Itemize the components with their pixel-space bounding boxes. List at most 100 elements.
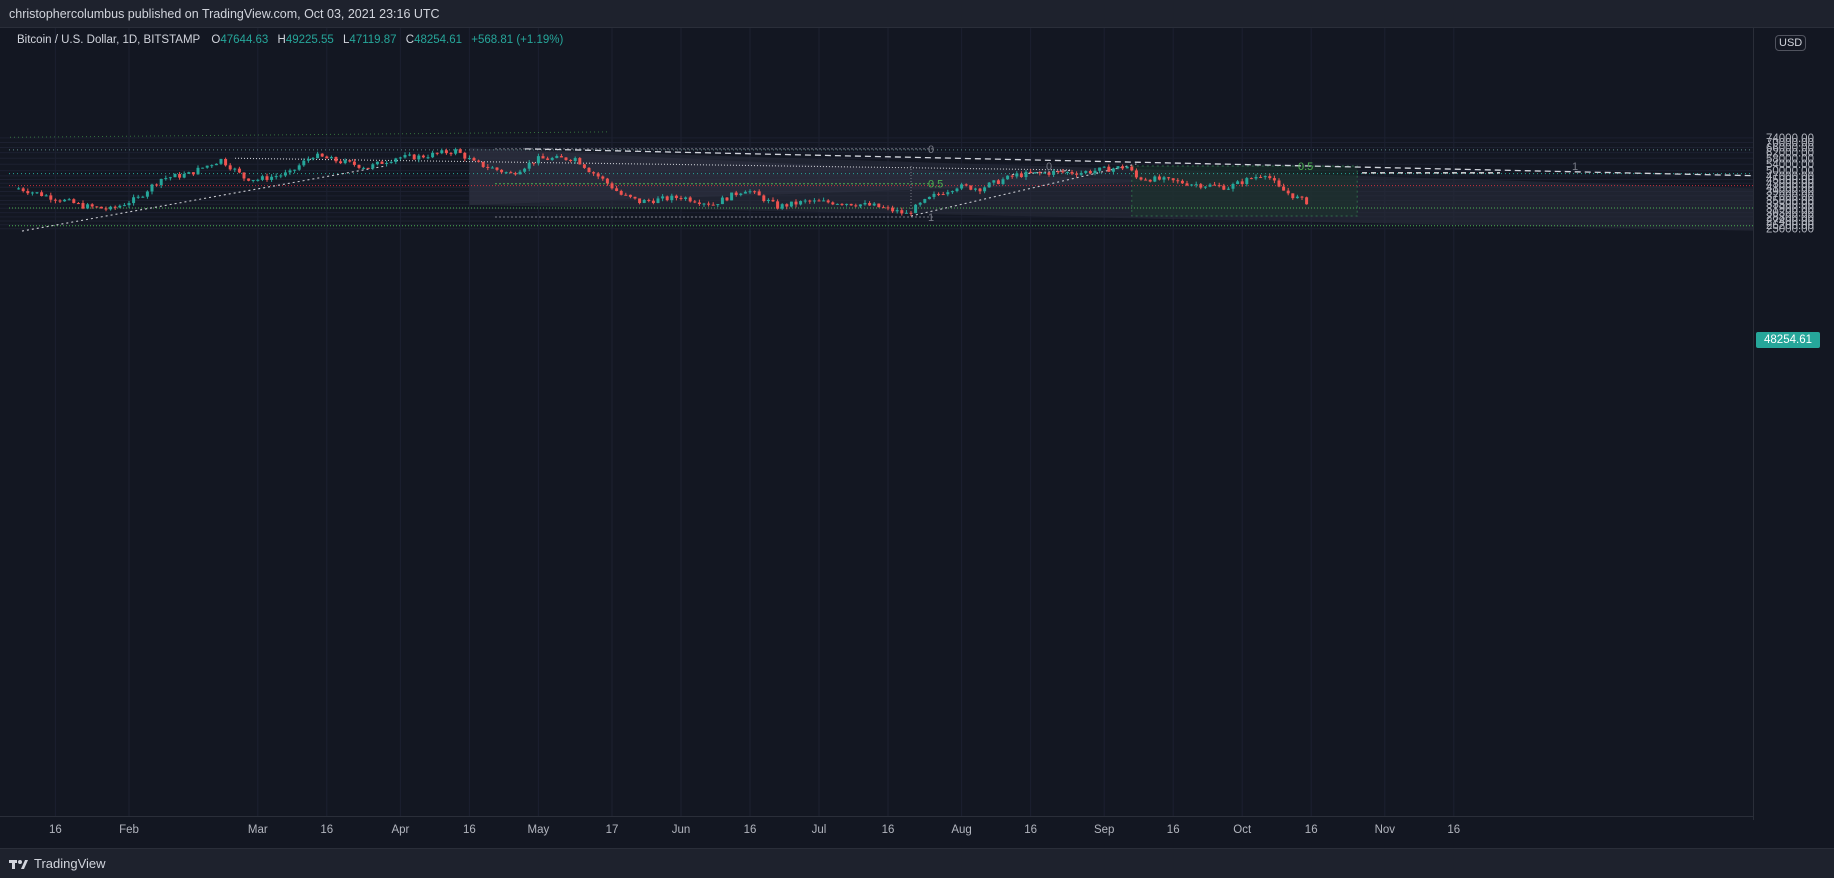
candle-body [1236,181,1240,185]
candle-body [352,161,356,165]
candle-body [1231,184,1235,189]
candle-body [256,179,260,181]
candle-body [532,162,536,164]
candle-body [1167,177,1171,179]
candle-body [1038,172,1042,174]
price-tick-label: 30300.00 [1766,208,1814,220]
candle-body [1111,168,1115,172]
candle-body [63,199,67,202]
candle-body [311,158,315,160]
time-axis[interactable] [0,816,1753,849]
candle-body [67,199,71,201]
candle-body [1194,184,1198,186]
price-chart-svg[interactable]: 0 0.5 1 0 0.5 1 74000.0070000.0066000.0062000.… [0,0,1834,848]
price-tick-label: 66000.00 [1766,142,1814,154]
fib-label-box-1: 1 [1572,161,1578,173]
candle-body [1125,166,1129,169]
candle-body [858,204,862,207]
price-tick-label: 25000.00 [1766,224,1814,236]
candle-body [661,196,665,199]
candle-body [941,194,945,196]
time-tick-label: Sep [1094,824,1114,836]
candle-body [1263,176,1267,178]
candle-body [1153,176,1157,182]
candle-body [1024,171,1028,178]
candle-body [895,210,899,212]
candle-body [293,169,297,171]
candle-body [610,183,614,189]
candle-body [946,192,950,195]
candle-body [320,153,324,157]
symbol-title[interactable]: Bitcoin / U.S. Dollar, 1D, BITSTAMP [17,34,201,46]
candle-body [987,182,991,188]
candle-body [693,201,697,203]
candle-body [1162,177,1166,180]
candle-body [1107,166,1111,172]
candle-body [155,184,159,186]
candle-body [776,201,780,209]
price-tick-label: 50000.00 [1766,166,1814,178]
candle-body [950,191,954,193]
price-tick-label: 43000.00 [1766,178,1814,190]
candle-body [375,161,379,165]
candle-body [743,191,747,194]
time-tick-label: Aug [951,824,971,836]
candle-body [1084,171,1088,173]
candle-body [1199,184,1203,188]
candle-body [1047,172,1051,175]
trend-line-resistance [524,148,1754,177]
candle-body [1139,177,1143,180]
candle-body [1249,178,1253,180]
candle-body [697,202,701,205]
candle-body [854,205,858,207]
candle-body [748,191,752,193]
candle-body [1070,171,1074,174]
candle-body [868,202,872,206]
candle-body [228,165,232,170]
footer: TradingView [0,848,1834,878]
candle-body [1176,180,1180,182]
candle-body [21,188,25,192]
candle-body [969,185,973,190]
candle-body [794,201,798,205]
candle-body [872,203,876,206]
candle-body [1079,172,1083,175]
candle-body [302,160,306,166]
price-tick-label: 74000.00 [1766,133,1814,145]
candle-body [642,199,646,204]
candle-body [1208,184,1212,187]
candle-body [454,149,458,154]
candle-body [164,178,168,180]
candle-body [789,201,793,207]
candle-body [1245,178,1249,185]
price-tick-label: 70000.00 [1766,138,1814,150]
current-price-label: 48254.61 [1756,332,1820,348]
candle-body [753,191,757,193]
candle-body [265,176,269,180]
candle-body [1075,173,1079,175]
close-label: C [405,34,415,46]
candle-body [605,178,609,184]
candle-body [191,172,195,175]
candle-body [573,158,577,161]
time-tick-label: 16 [320,824,333,836]
candle-body [923,199,927,203]
price-tick-label: 27400.00 [1766,216,1814,228]
candle-body [596,173,600,177]
candle-body [1033,172,1037,174]
candle-body [803,200,807,202]
candle-body [973,188,977,190]
currency-badge[interactable]: USD [1775,35,1807,51]
candle-body [104,208,108,210]
price-axis[interactable] [1753,28,1834,820]
candle-body [233,168,237,170]
candle-body [996,180,1000,184]
candle-body [270,176,274,180]
time-tick-label: Mar [248,824,268,836]
time-tick-label: Apr [391,824,409,836]
time-tick-label: 16 [1024,824,1037,836]
price-tick-label: 28800.00 [1766,212,1814,224]
candle-body [904,212,908,214]
candle-body [334,157,338,162]
tradingview-logo[interactable]: TradingView [9,856,106,871]
